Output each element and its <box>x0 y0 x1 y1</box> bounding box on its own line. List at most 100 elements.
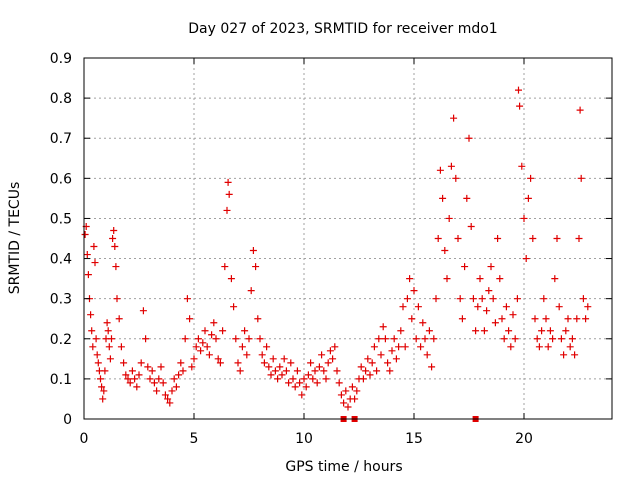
data-point <box>573 315 581 323</box>
axis-ticks: 0 0.1 0.2 0.3 0.4 0.5 0.6 0.7 0.8 0.9 0 5 10 15 20 <box>50 51 612 447</box>
data-point <box>522 255 530 263</box>
data-point <box>84 271 92 279</box>
data-point <box>304 371 312 379</box>
data-point <box>289 375 297 383</box>
data-point <box>458 315 466 323</box>
data-point <box>417 343 425 351</box>
data-point <box>434 235 442 242</box>
data-point <box>566 343 574 351</box>
data-point <box>111 243 119 251</box>
data-point <box>110 226 118 234</box>
data-point <box>309 375 317 383</box>
data-point <box>412 335 420 343</box>
data-point <box>276 363 284 371</box>
data-point <box>172 383 180 391</box>
data-point <box>194 335 202 343</box>
y-tick-label: 0.4 <box>50 252 72 268</box>
data-point <box>384 359 392 367</box>
data-point <box>234 359 242 367</box>
data-point <box>131 375 139 383</box>
data-point <box>208 331 216 339</box>
data-point <box>320 367 328 375</box>
data-point <box>406 275 414 283</box>
data-point <box>575 235 583 242</box>
data-point <box>307 359 315 367</box>
data-point <box>291 383 299 391</box>
data-point <box>465 134 473 142</box>
y-tick-label: 0.3 <box>50 292 72 308</box>
data-point <box>392 355 400 363</box>
data-point <box>210 319 218 327</box>
data-point <box>161 391 169 399</box>
data-point <box>472 327 480 335</box>
data-point <box>423 351 431 359</box>
data-point <box>443 275 451 283</box>
y-axis-label: SRMTID / TECUs <box>7 182 23 295</box>
data-point <box>551 275 559 283</box>
data-point <box>318 351 326 359</box>
data-point <box>553 235 561 242</box>
data-point <box>117 343 125 351</box>
data-point <box>518 162 526 170</box>
data-point <box>331 343 339 351</box>
data-point <box>397 327 405 335</box>
data-point <box>166 399 174 407</box>
data-point <box>452 174 460 182</box>
data-point <box>212 335 220 343</box>
data-point <box>579 295 587 303</box>
data-point <box>515 86 522 94</box>
y-tick-label: 0.2 <box>50 332 72 348</box>
data-point <box>463 194 471 202</box>
data-point <box>401 343 409 351</box>
data-point <box>467 222 475 230</box>
data-point <box>340 399 348 407</box>
data-point <box>98 383 106 391</box>
data-point <box>414 303 422 311</box>
data-point <box>428 363 436 371</box>
data-point <box>430 335 438 343</box>
y-tick-label: 0.7 <box>50 131 72 147</box>
data-point <box>101 367 109 375</box>
data-point <box>564 315 572 323</box>
data-point <box>223 206 231 214</box>
data-point <box>258 351 266 359</box>
data-point <box>168 387 176 395</box>
x-tick-label: 15 <box>405 431 423 447</box>
data-point <box>214 355 222 363</box>
data-point <box>487 263 495 271</box>
data-point <box>245 335 253 343</box>
data-point <box>386 367 394 375</box>
data-point <box>441 247 449 255</box>
data-point <box>496 275 504 283</box>
data-point <box>224 178 232 186</box>
data-point <box>157 363 165 371</box>
data-point <box>425 327 433 335</box>
y-tick-label: 0.8 <box>50 91 72 107</box>
data-point <box>296 379 304 387</box>
data-point <box>179 367 187 375</box>
data-point <box>538 327 546 335</box>
data-point <box>164 395 172 403</box>
data-point <box>381 335 389 343</box>
data-point <box>326 347 334 355</box>
data-point <box>183 295 191 303</box>
data-point <box>379 323 387 331</box>
data-point <box>344 403 352 411</box>
data-point <box>249 247 257 255</box>
data-point <box>480 327 488 335</box>
data-point <box>205 351 213 359</box>
data-point <box>155 375 163 383</box>
data-point <box>373 367 381 375</box>
data-point <box>97 375 104 383</box>
data-point <box>359 375 367 383</box>
x-tick-label: 0 <box>80 431 89 447</box>
data-point <box>388 347 396 355</box>
data-point <box>494 235 502 242</box>
data-point <box>92 335 100 343</box>
data-point <box>177 359 185 367</box>
data-point <box>265 363 273 371</box>
data-point <box>483 307 491 315</box>
data-point <box>549 335 557 343</box>
data-point <box>109 235 117 242</box>
